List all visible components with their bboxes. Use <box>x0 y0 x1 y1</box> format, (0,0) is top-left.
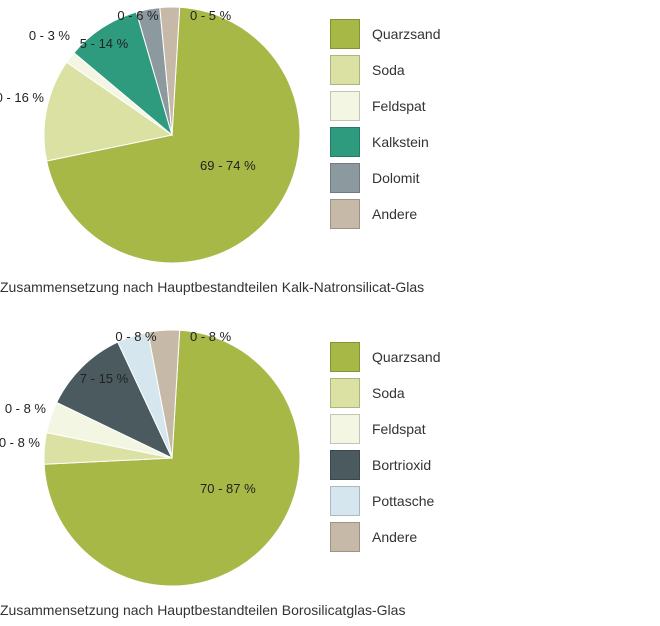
slice-label: 10 - 16 % <box>0 90 44 105</box>
chart-caption: Zusammensetzung nach Hauptbestandteilen … <box>0 273 660 303</box>
legend-label: Feldspat <box>372 98 426 114</box>
legend: Quarzsand Soda Feldspat Bortrioxid Pottasche… <box>330 339 440 555</box>
legend-item: Feldspat <box>330 88 440 124</box>
slice-label: 69 - 74 % <box>200 158 256 173</box>
slice-label: 0 - 8 % <box>0 435 40 450</box>
legend-swatch <box>330 163 360 193</box>
legend-swatch <box>330 55 360 85</box>
slice-label: 7 - 15 % <box>80 371 129 386</box>
legend-swatch <box>330 522 360 552</box>
legend: Quarzsand Soda Feldspat Kalkstein Dolomit And… <box>330 16 440 232</box>
legend-item: Feldspat <box>330 411 440 447</box>
slice-label: 0 - 3 % <box>29 28 71 43</box>
caption-prefix: Zusammensetzung nach Hauptbestandteilen <box>0 602 282 618</box>
legend-item: Soda <box>330 52 440 88</box>
legend-swatch <box>330 378 360 408</box>
slice-label: 5 - 14 % <box>80 36 129 51</box>
slice-label: 0 - 8 % <box>190 329 232 344</box>
legend-label: Quarzsand <box>372 26 440 42</box>
slice-label: 70 - 87 % <box>200 481 256 496</box>
legend-item: Pottasche <box>330 483 440 519</box>
legend-label: Kalkstein <box>372 134 429 150</box>
legend-swatch <box>330 450 360 480</box>
slice-label: 0 - 5 % <box>190 8 232 23</box>
legend-item: Quarzsand <box>330 339 440 375</box>
caption-name: Borosilicatglas-Glas <box>282 602 406 618</box>
legend-item: Andere <box>330 196 440 232</box>
legend-label: Andere <box>372 529 417 545</box>
legend-label: Soda <box>372 385 405 401</box>
slice-label: 0 - 6 % <box>117 8 159 23</box>
legend-item: Bortrioxid <box>330 447 440 483</box>
legend-swatch <box>330 199 360 229</box>
legend-item: Dolomit <box>330 160 440 196</box>
legend-swatch <box>330 127 360 157</box>
legend-swatch <box>330 486 360 516</box>
legend-swatch <box>330 414 360 444</box>
legend-swatch <box>330 342 360 372</box>
legend-label: Soda <box>372 62 405 78</box>
legend-label: Feldspat <box>372 421 426 437</box>
legend-item: Kalkstein <box>330 124 440 160</box>
caption-name: Kalk-Natronsilicat-Glas <box>282 279 424 295</box>
legend-label: Quarzsand <box>372 349 440 365</box>
legend-item: Andere <box>330 519 440 555</box>
legend-item: Quarzsand <box>330 16 440 52</box>
legend-item: Soda <box>330 375 440 411</box>
legend-label: Andere <box>372 206 417 222</box>
legend-label: Bortrioxid <box>372 457 431 473</box>
legend-swatch <box>330 91 360 121</box>
chart-caption: Zusammensetzung nach Hauptbestandteilen … <box>0 596 660 626</box>
slice-label: 0 - 8 % <box>5 401 47 416</box>
legend-swatch <box>330 19 360 49</box>
legend-label: Pottasche <box>372 493 434 509</box>
slice-label: 0 - 8 % <box>115 329 157 344</box>
pie-chart-block-0: 69 - 74 % 10 - 16 % 0 - 3 % 5 - 14 % 0 - 6 %… <box>0 0 660 273</box>
legend-label: Dolomit <box>372 170 419 186</box>
caption-prefix: Zusammensetzung nach Hauptbestandteilen <box>0 279 282 295</box>
pie-chart-block-1: 70 - 87 % 0 - 8 % 0 - 8 % 7 - 15 % 0 - 8 % 0 … <box>0 303 660 596</box>
